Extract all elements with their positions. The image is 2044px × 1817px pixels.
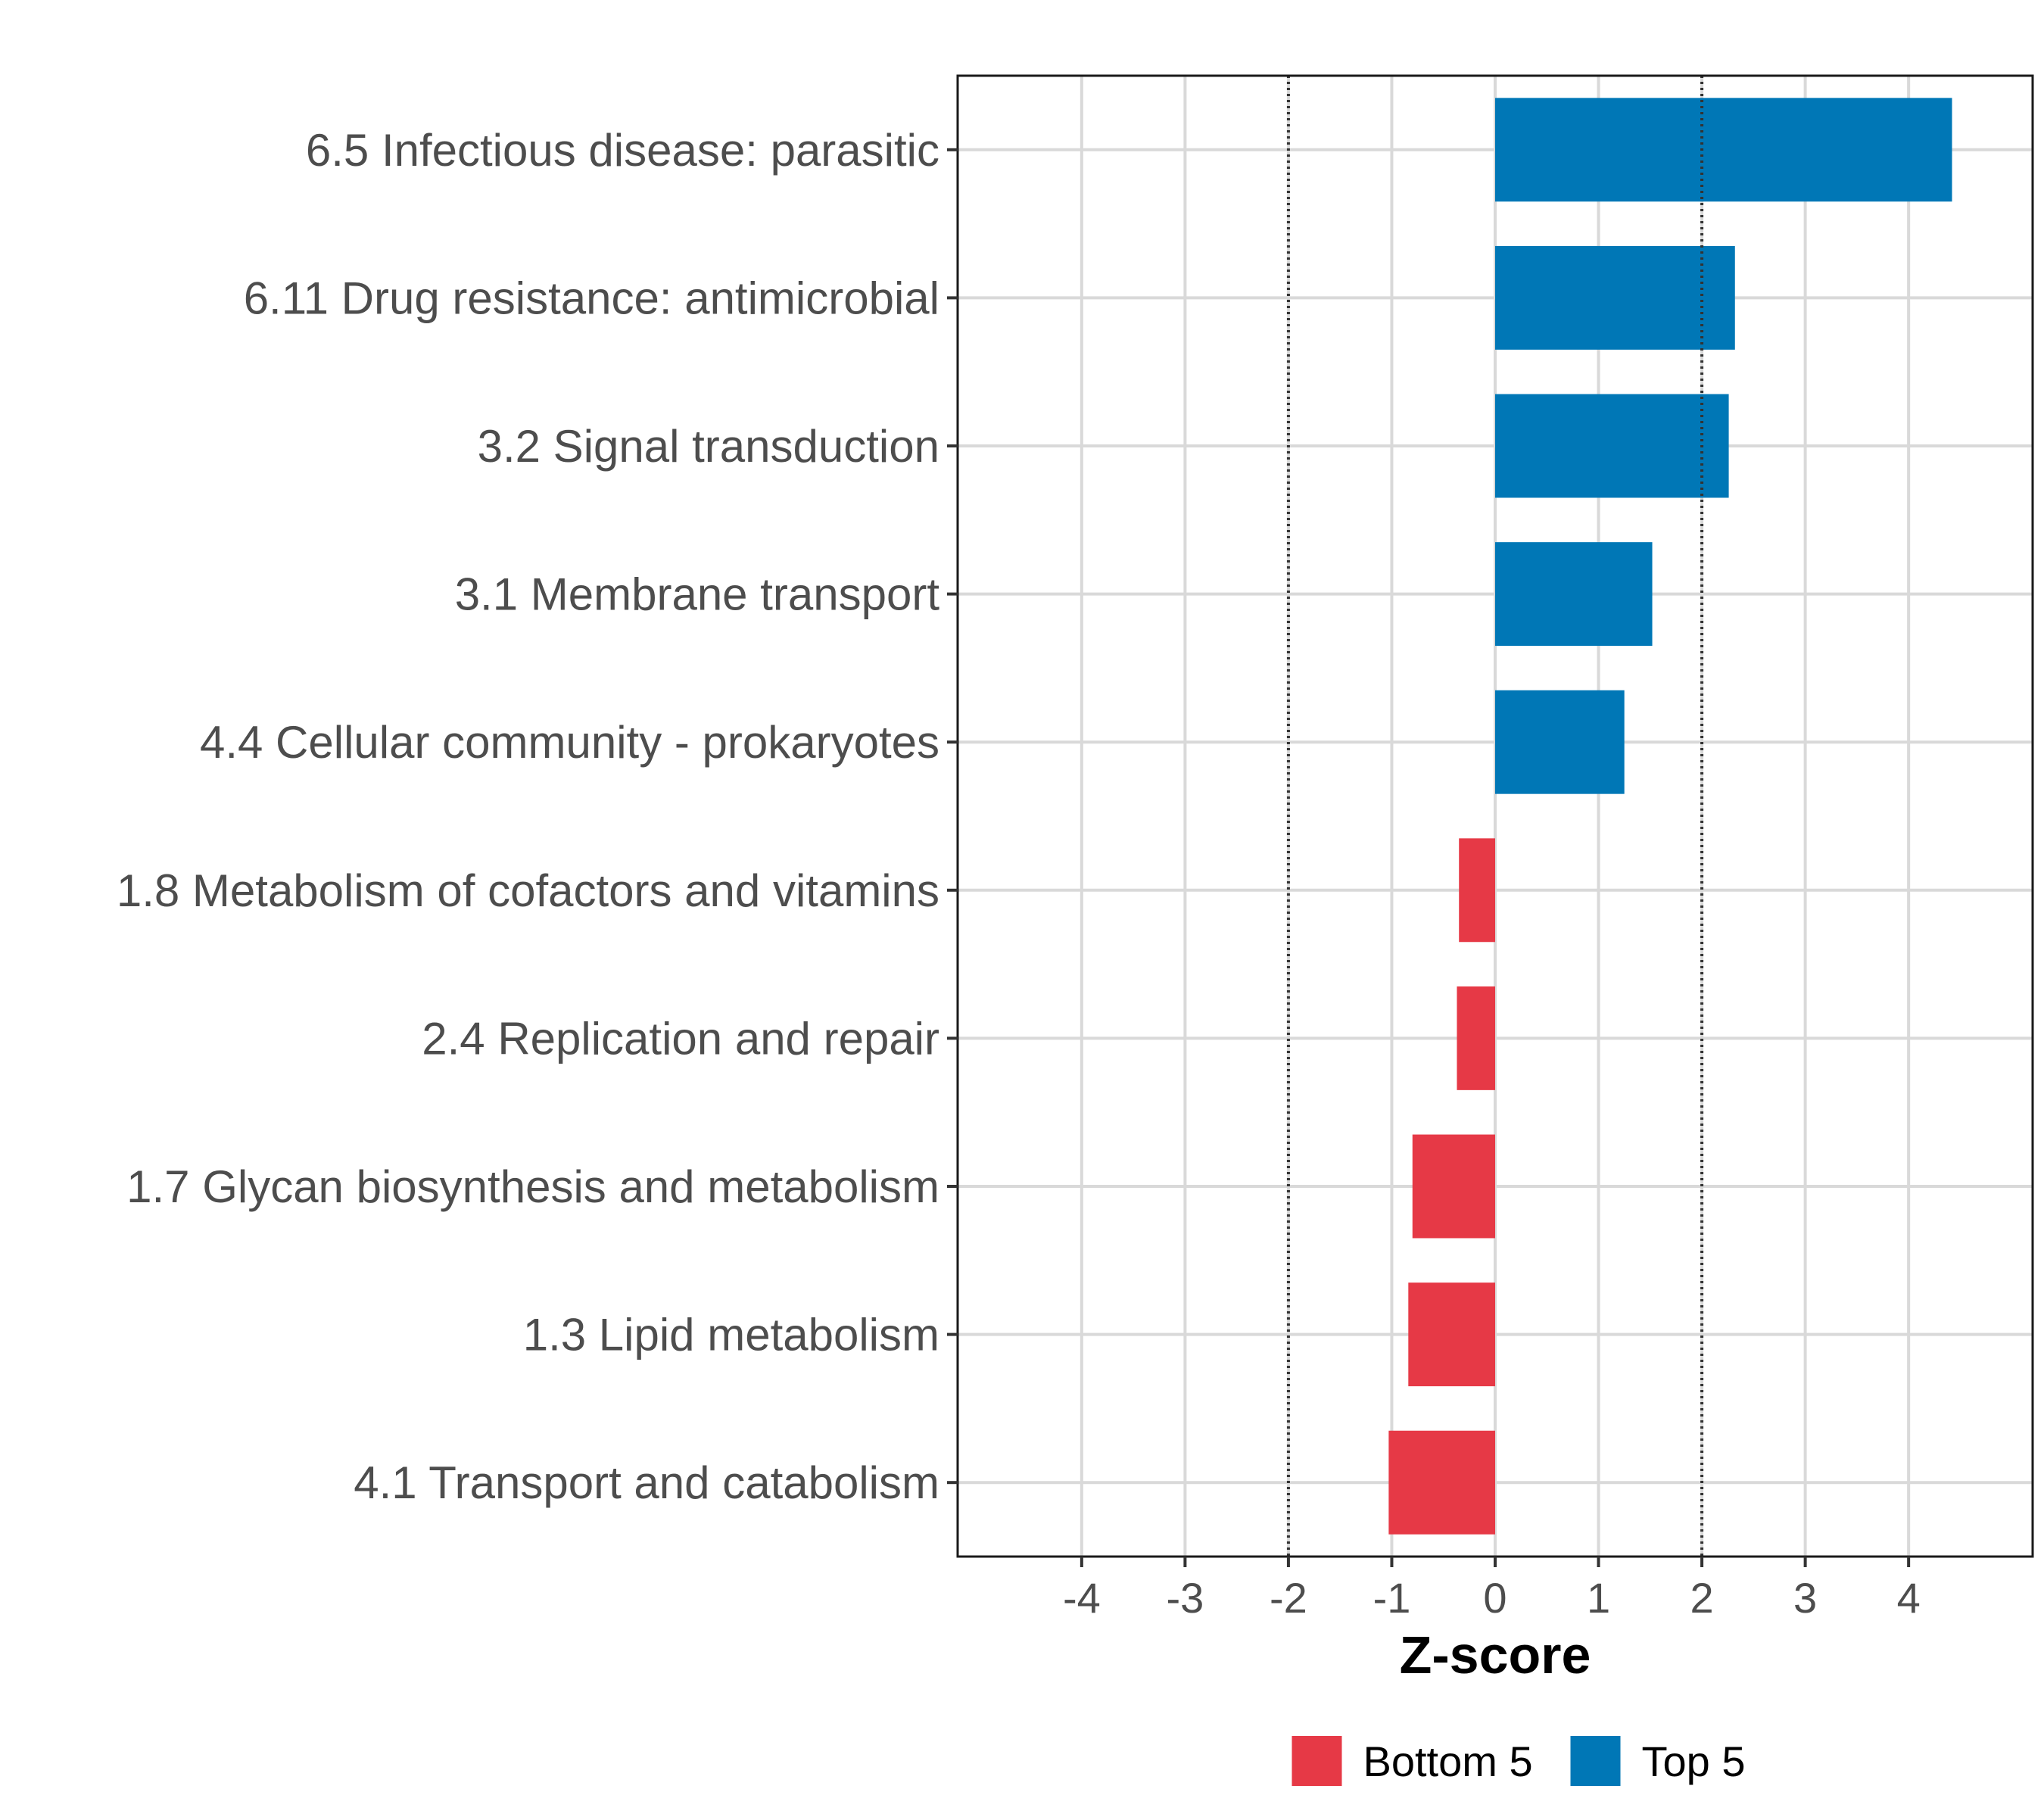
bar: [1495, 394, 1729, 498]
x-tick-label: 4: [1897, 1574, 1921, 1622]
x-axis-title: Z-score: [1400, 1625, 1591, 1685]
bar: [1495, 542, 1653, 647]
y-tick-label: 3.1 Membrane transport: [455, 569, 940, 620]
bar: [1459, 838, 1495, 943]
x-axis: -4 -3 -2 -1 0 1 2 3 4: [1063, 1557, 1921, 1622]
legend-key: [1570, 1736, 1621, 1786]
x-tick-label: -4: [1063, 1574, 1101, 1622]
reference-lines: [1286, 76, 1704, 1557]
y-tick-label: 1.7 Glycan biosynthesis and metabolism: [126, 1161, 939, 1212]
y-tick-label: 4.4 Cellular community - prokaryotes: [200, 717, 939, 768]
y-tick-label: 2.4 Replication and repair: [422, 1013, 939, 1064]
bar-series: [1388, 98, 1952, 1535]
y-tick-label: 1.3 Lipid metabolism: [523, 1310, 939, 1360]
legend-label: Top 5: [1642, 1738, 1746, 1785]
y-tick-label: 3.2 Signal transduction: [478, 421, 939, 472]
x-tick-label: 1: [1587, 1574, 1610, 1622]
bar: [1412, 1134, 1495, 1239]
y-tick-label: 6.11 Drug resistance: antimicrobial: [244, 273, 939, 323]
bar: [1495, 98, 1952, 202]
legend: Bottom 5 Top 5: [1292, 1736, 1746, 1786]
x-tick-label: 3: [1793, 1574, 1817, 1622]
x-tick-label: -1: [1373, 1574, 1411, 1622]
y-axis: 6.5 Infectious disease: parasitic 6.11 Dr…: [117, 125, 958, 1508]
legend-label: Bottom 5: [1363, 1738, 1533, 1785]
bar: [1495, 245, 1735, 350]
bar: [1457, 986, 1495, 1090]
y-tick-label: 6.5 Infectious disease: parasitic: [306, 125, 939, 176]
bar: [1495, 690, 1625, 794]
x-tick-label: -3: [1166, 1574, 1204, 1622]
x-tick-label: -2: [1270, 1574, 1307, 1622]
y-tick-label: 1.8 Metabolism of cofactors and vitamins: [117, 865, 939, 916]
y-tick-label: 4.1 Transport and catabolism: [354, 1457, 939, 1508]
x-tick-label: 2: [1690, 1574, 1713, 1622]
x-tick-label: 0: [1483, 1574, 1507, 1622]
bar: [1388, 1430, 1495, 1535]
bar: [1408, 1282, 1495, 1387]
legend-key: [1292, 1736, 1342, 1786]
